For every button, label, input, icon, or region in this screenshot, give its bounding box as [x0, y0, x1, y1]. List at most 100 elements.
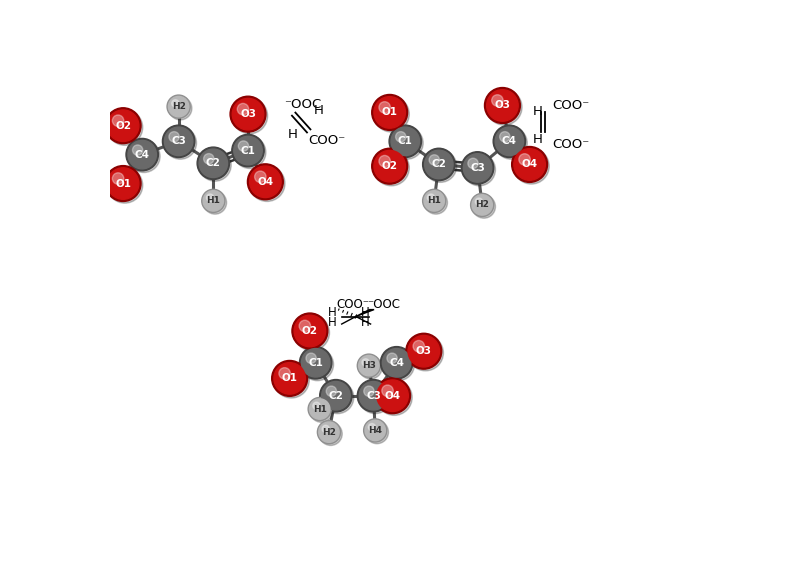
Circle shape: [423, 189, 446, 213]
Circle shape: [107, 167, 143, 203]
Text: ⁻OOC: ⁻OOC: [368, 299, 400, 311]
Circle shape: [310, 399, 333, 422]
Circle shape: [169, 97, 192, 120]
Circle shape: [237, 103, 248, 115]
Circle shape: [233, 136, 266, 168]
Text: H: H: [314, 104, 324, 117]
Text: O1: O1: [115, 178, 131, 188]
Text: C2: C2: [431, 159, 447, 170]
Circle shape: [322, 425, 329, 433]
Circle shape: [389, 125, 421, 157]
Circle shape: [199, 149, 231, 181]
Text: H: H: [328, 317, 337, 329]
Text: C1: C1: [308, 358, 323, 368]
Circle shape: [202, 189, 225, 213]
Circle shape: [461, 152, 494, 184]
Text: H1: H1: [206, 196, 221, 205]
Circle shape: [429, 155, 439, 165]
Circle shape: [463, 153, 492, 182]
Circle shape: [424, 191, 447, 214]
Text: COO⁻: COO⁻: [336, 299, 369, 311]
Text: H2: H2: [322, 428, 336, 437]
Text: H: H: [533, 132, 543, 145]
Circle shape: [511, 146, 547, 182]
Circle shape: [238, 141, 248, 151]
Text: C4: C4: [502, 137, 517, 146]
Circle shape: [360, 382, 388, 410]
Circle shape: [379, 102, 391, 113]
Circle shape: [232, 98, 268, 134]
Circle shape: [294, 315, 329, 351]
Text: O2: O2: [302, 326, 318, 336]
Circle shape: [169, 96, 189, 117]
Circle shape: [374, 96, 405, 128]
Circle shape: [487, 89, 519, 121]
Text: COO⁻: COO⁻: [553, 99, 590, 112]
Circle shape: [423, 148, 455, 181]
Circle shape: [164, 127, 197, 159]
Text: O4: O4: [384, 391, 400, 401]
Circle shape: [408, 335, 439, 367]
Circle shape: [359, 356, 382, 379]
Text: O3: O3: [415, 346, 431, 356]
Circle shape: [234, 137, 262, 165]
Circle shape: [374, 150, 405, 182]
Circle shape: [203, 191, 224, 211]
Text: H2: H2: [475, 200, 489, 209]
Circle shape: [301, 349, 330, 377]
Circle shape: [413, 340, 424, 352]
Circle shape: [309, 399, 330, 419]
Circle shape: [249, 166, 281, 198]
Circle shape: [424, 191, 444, 211]
Circle shape: [162, 125, 195, 157]
Circle shape: [472, 195, 492, 215]
Circle shape: [380, 347, 413, 379]
Circle shape: [391, 127, 423, 159]
Text: O2: O2: [115, 121, 131, 131]
Circle shape: [359, 356, 379, 376]
Circle shape: [365, 421, 388, 444]
Text: H: H: [328, 306, 337, 319]
Circle shape: [206, 194, 214, 202]
Circle shape: [387, 353, 397, 364]
Circle shape: [372, 148, 407, 184]
Circle shape: [382, 349, 415, 381]
Circle shape: [391, 127, 419, 156]
Circle shape: [165, 127, 193, 156]
Text: H: H: [533, 105, 543, 118]
Circle shape: [306, 353, 316, 364]
Text: O1: O1: [281, 374, 298, 383]
Text: O4: O4: [522, 159, 538, 170]
Circle shape: [230, 96, 266, 132]
Circle shape: [197, 147, 229, 180]
Circle shape: [487, 89, 522, 125]
Circle shape: [407, 335, 443, 371]
Circle shape: [128, 141, 157, 169]
Circle shape: [359, 381, 392, 414]
Circle shape: [491, 95, 503, 106]
Circle shape: [499, 132, 510, 142]
Circle shape: [300, 347, 332, 379]
Circle shape: [364, 419, 387, 442]
Circle shape: [279, 368, 290, 379]
Circle shape: [364, 386, 374, 396]
Text: O1: O1: [382, 107, 398, 117]
Text: H3: H3: [362, 361, 376, 370]
Circle shape: [255, 171, 266, 182]
Text: C3: C3: [470, 163, 485, 173]
Circle shape: [495, 127, 527, 159]
Text: H2: H2: [172, 102, 185, 111]
Text: C3: C3: [171, 137, 186, 146]
Circle shape: [493, 125, 526, 157]
Text: H4: H4: [368, 426, 382, 435]
Circle shape: [377, 380, 408, 411]
Circle shape: [424, 150, 457, 182]
Circle shape: [107, 110, 139, 142]
Circle shape: [519, 154, 531, 165]
Circle shape: [273, 362, 309, 398]
Circle shape: [320, 379, 352, 412]
Circle shape: [167, 95, 190, 118]
Circle shape: [128, 140, 160, 173]
Circle shape: [471, 193, 494, 217]
Circle shape: [514, 148, 549, 184]
